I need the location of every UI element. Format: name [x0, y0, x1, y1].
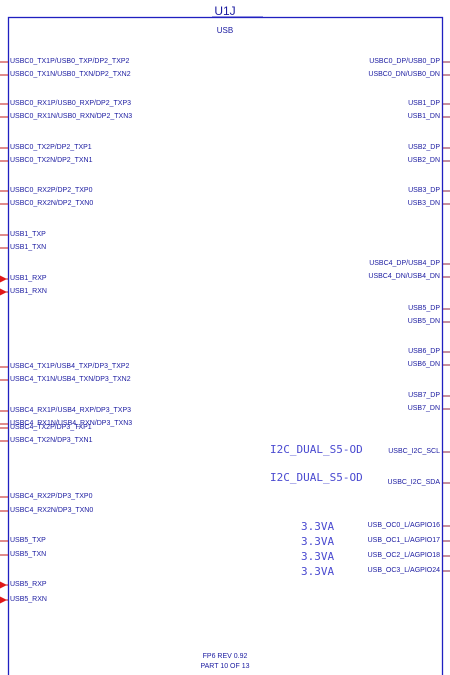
right-pin-label: USBC_I2C_SCL	[388, 448, 440, 455]
right-pin-label: USB1_DP	[408, 100, 440, 107]
footer-part-number: PART 10 OF 13	[200, 663, 250, 670]
footer-revision: FP6 REV 0.92	[202, 653, 248, 660]
right-pin-label: USB5_DP	[408, 305, 440, 312]
right-pin-label: USB_OC0_L/AGPIO16	[367, 522, 440, 529]
net-label: 3.3VA	[301, 565, 335, 578]
left-pin-label: USBC4_RX2N/DP3_TXN0	[10, 507, 94, 514]
left-pin-label: USBC0_TX2P/DP2_TXP1	[10, 144, 92, 151]
right-pin-label: USBC4_DP/USB4_DP	[369, 260, 440, 267]
left-pin-label: USBC4_TX1P/USB4_TXP/DP3_TXP2	[10, 363, 130, 370]
left-pin-label: USBC0_RX2P/DP2_TXP0	[10, 187, 93, 194]
right-pin-label: USBC4_DN/USB4_DN	[368, 273, 440, 280]
left-pin-label: USBC4_TX2N/DP3_TXN1	[10, 437, 93, 444]
right-pin-label: USB3_DP	[408, 187, 440, 194]
left-pin-label: USBC0_RX1N/USB0_RXN/DP2_TXN3	[10, 113, 133, 120]
left-pin-label: USB5_RXN	[10, 596, 47, 603]
left-pin-label: USBC0_TX1P/USB0_TXP/DP2_TXP2	[10, 58, 130, 65]
right-pin-label: USBC0_DP/USB0_DP	[369, 58, 440, 65]
part-function-name: USB	[216, 26, 234, 35]
net-label: 3.3VA	[301, 550, 335, 563]
left-pin-label: USB1_TXN	[10, 244, 47, 251]
right-pin-label: USB5_DN	[407, 318, 440, 325]
net-label: 3.3VA	[301, 520, 335, 533]
left-pin-label: USB5_RXP	[10, 581, 47, 588]
input-arrow-icon	[0, 596, 7, 604]
input-arrow-icon	[0, 581, 7, 589]
right-pin-label: USB2_DN	[407, 157, 440, 164]
right-pin-label: USB6_DP	[408, 348, 440, 355]
right-pin-label: USBC_I2C_SDA	[387, 479, 440, 486]
right-pin-label: USB_OC3_L/AGPIO24	[367, 567, 440, 574]
right-pin-label: USB3_DN	[407, 200, 440, 207]
net-label: I2C_DUAL_S5-OD	[270, 443, 363, 456]
net-label: 3.3VA	[301, 535, 335, 548]
left-pin-label: USBC4_RX1P/USB4_RXP/DP3_TXP3	[10, 407, 131, 414]
right-pin-label: USB1_DN	[407, 113, 440, 120]
left-pin-label: USBC4_TX1N/USB4_TXN/DP3_TXN2	[10, 376, 131, 383]
right-pin-label: USB_OC2_L/AGPIO18	[367, 552, 440, 559]
input-arrow-icon	[0, 275, 7, 283]
right-pin-label: USB7_DP	[408, 392, 440, 399]
left-pin-label: USB1_RXN	[10, 288, 47, 295]
left-pin-label: USB5_TXP	[10, 537, 46, 544]
left-pin-label: USB5_TXN	[10, 551, 47, 558]
left-pin-label: USBC0_TX1N/USB0_TXN/DP2_TXN2	[10, 71, 131, 78]
left-pin-label: USBC4_RX2P/DP3_TXP0	[10, 493, 93, 500]
right-pin-label: USB_OC1_L/AGPIO17	[367, 537, 440, 544]
left-pin-label: USBC0_RX2N/DP2_TXN0	[10, 200, 94, 207]
part-reference: U1J	[214, 4, 236, 18]
left-pin-label: USBC0_TX2N/DP2_TXN1	[10, 157, 93, 164]
right-pin-label: USB7_DN	[407, 405, 440, 412]
right-pin-label: USBC0_DN/USB0_DN	[368, 71, 440, 78]
left-pin-label: USB1_RXP	[10, 275, 47, 282]
right-pin-label: USB6_DN	[407, 361, 440, 368]
right-pin-label: USB2_DP	[408, 144, 440, 151]
left-pin-label: USB1_TXP	[10, 231, 46, 238]
input-arrow-icon	[0, 288, 7, 296]
left-pin-label: USBC0_RX1P/USB0_RXP/DP2_TXP3	[10, 100, 131, 107]
left-pin-label: USBC4_RX1N/USB4_RXN/DP3_TXN3	[10, 420, 133, 427]
net-label: I2C_DUAL_S5-OD	[270, 471, 363, 484]
left-pin-label: USBC4_TX2P/DP3_TXP1	[10, 424, 92, 431]
